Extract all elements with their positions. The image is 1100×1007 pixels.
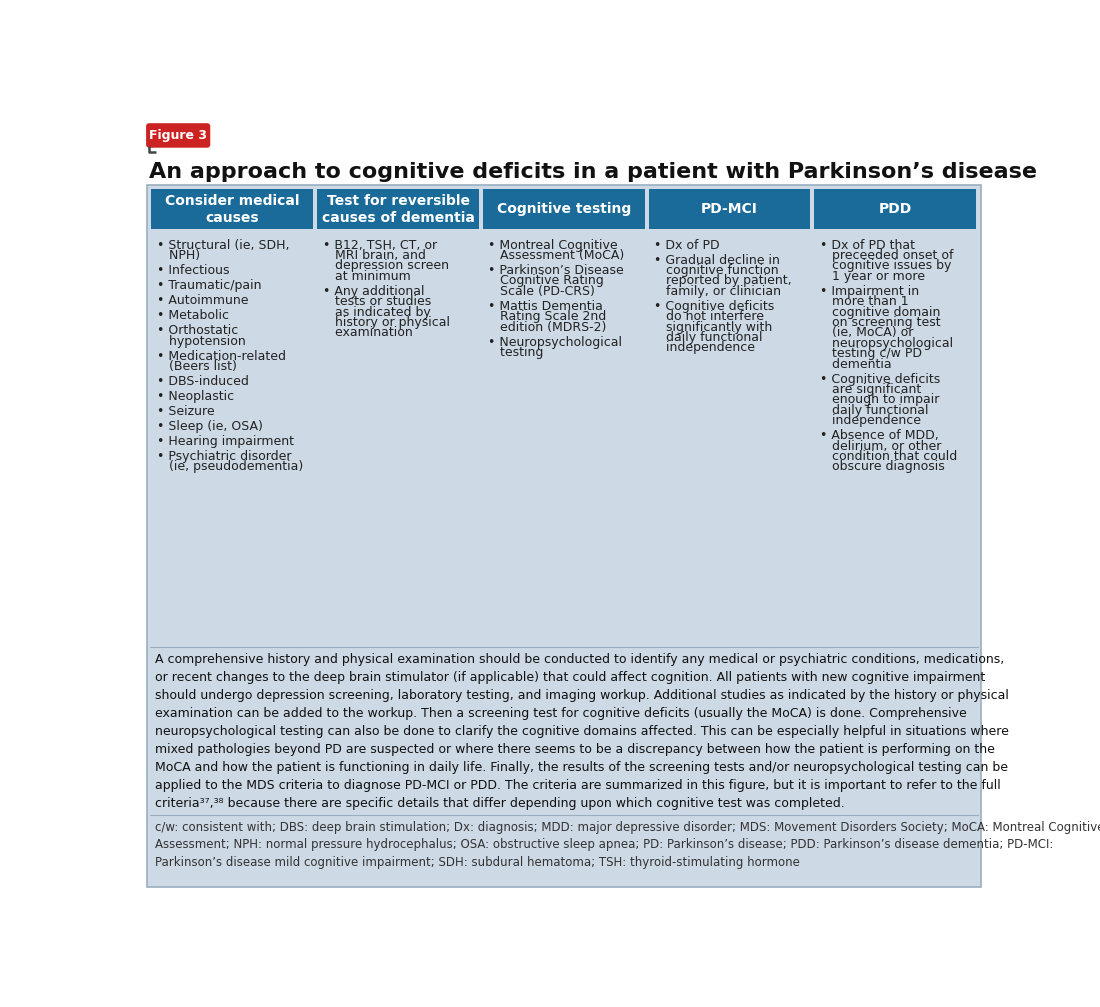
Text: cognitive domain: cognitive domain [820, 306, 940, 318]
Text: Rating Scale 2nd: Rating Scale 2nd [488, 310, 606, 323]
Text: Cognitive Rating: Cognitive Rating [488, 275, 604, 287]
Bar [483, 189, 645, 230]
Text: examination: examination [322, 326, 412, 339]
Text: cognitive function: cognitive function [654, 264, 779, 277]
Text: Assessment (MoCA): Assessment (MoCA) [488, 249, 625, 262]
Text: • Dx of PD that: • Dx of PD that [820, 239, 915, 252]
Bar [483, 232, 645, 643]
Text: depression screen: depression screen [322, 260, 449, 273]
Text: do not interfere: do not interfere [654, 310, 764, 323]
Text: • Impairment in: • Impairment in [820, 285, 918, 298]
Text: NPH): NPH) [157, 249, 200, 262]
Text: family, or clinician: family, or clinician [654, 285, 781, 298]
Text: (Beers list): (Beers list) [157, 359, 236, 373]
Text: • Absence of MDD,: • Absence of MDD, [820, 429, 938, 442]
Text: • Metabolic: • Metabolic [157, 309, 229, 322]
Text: (ie, MoCA) or: (ie, MoCA) or [820, 326, 913, 339]
Text: PD-MCI: PD-MCI [701, 202, 758, 217]
Text: • Structural (ie, SDH,: • Structural (ie, SDH, [157, 239, 289, 252]
Text: • Seizure: • Seizure [157, 405, 214, 418]
Bar [814, 232, 976, 643]
Text: • Sleep (ie, OSA): • Sleep (ie, OSA) [157, 420, 263, 433]
Text: • Cognitive deficits: • Cognitive deficits [820, 373, 939, 386]
Text: • Dx of PD: • Dx of PD [654, 239, 719, 252]
Text: • Infectious: • Infectious [157, 264, 230, 277]
Text: MRI brain, and: MRI brain, and [322, 249, 426, 262]
Text: Figure 3: Figure 3 [150, 129, 207, 142]
Text: hypotension: hypotension [157, 334, 245, 347]
Text: on screening test: on screening test [820, 316, 940, 329]
Text: testing c/w PD: testing c/w PD [820, 347, 922, 361]
Text: • Parkinson’s Disease: • Parkinson’s Disease [488, 264, 624, 277]
Text: • Medication-related: • Medication-related [157, 349, 286, 363]
Text: • Montreal Cognitive: • Montreal Cognitive [488, 239, 618, 252]
Text: as indicated by: as indicated by [322, 306, 430, 318]
Text: c/w: consistent with; DBS: deep brain stimulation; Dx: diagnosis; MDD: major dep: c/w: consistent with; DBS: deep brain st… [154, 821, 1100, 869]
Bar [317, 232, 478, 643]
Text: Cognitive testing: Cognitive testing [496, 202, 631, 217]
Text: are significant: are significant [820, 383, 921, 396]
Text: delirium, or other: delirium, or other [820, 440, 940, 452]
Text: • Gradual decline in: • Gradual decline in [654, 254, 780, 267]
Text: A comprehensive history and physical examination should be conducted to identify: A comprehensive history and physical exa… [154, 653, 1009, 810]
Bar [814, 189, 976, 230]
Bar [317, 189, 478, 230]
Text: (ie, pseudodementia): (ie, pseudodementia) [157, 460, 304, 473]
Text: dementia: dementia [820, 357, 891, 371]
Text: independence: independence [820, 414, 921, 427]
Text: • Hearing impairment: • Hearing impairment [157, 435, 294, 448]
Text: at minimum: at minimum [322, 270, 410, 283]
Bar [649, 232, 811, 643]
Text: tests or studies: tests or studies [322, 295, 431, 308]
Text: An approach to cognitive deficits in a patient with Parkinson’s disease: An approach to cognitive deficits in a p… [150, 162, 1037, 181]
Text: • Traumatic/pain: • Traumatic/pain [157, 279, 262, 292]
Text: • Any additional: • Any additional [322, 285, 425, 298]
FancyBboxPatch shape [146, 124, 210, 147]
Text: reported by patient,: reported by patient, [654, 275, 792, 287]
Text: condition that could: condition that could [820, 450, 957, 463]
Text: • Cognitive deficits: • Cognitive deficits [654, 300, 774, 313]
Text: neuropsychological: neuropsychological [820, 336, 953, 349]
Text: • DBS-induced: • DBS-induced [157, 375, 249, 388]
Bar [152, 189, 314, 230]
Text: testing: testing [488, 346, 543, 359]
Text: significantly with: significantly with [654, 320, 772, 333]
Text: Test for reversible
causes of dementia: Test for reversible causes of dementia [321, 194, 474, 225]
Text: PDD: PDD [879, 202, 912, 217]
Text: • Mattis Dementia: • Mattis Dementia [488, 300, 603, 313]
Text: • Orthostatic: • Orthostatic [157, 324, 238, 337]
Text: • B12, TSH, CT, or: • B12, TSH, CT, or [322, 239, 437, 252]
Text: • Autoimmune: • Autoimmune [157, 294, 249, 307]
Text: history or physical: history or physical [322, 316, 450, 329]
Text: Scale (PD-CRS): Scale (PD-CRS) [488, 285, 595, 298]
Text: enough to impair: enough to impair [820, 394, 939, 407]
Text: independence: independence [654, 341, 755, 354]
Text: edition (MDRS-2): edition (MDRS-2) [488, 320, 606, 333]
Text: 1 year or more: 1 year or more [820, 270, 925, 283]
Text: daily functional: daily functional [654, 331, 762, 344]
Text: Consider medical
causes: Consider medical causes [165, 194, 299, 225]
Text: • Neoplastic: • Neoplastic [157, 390, 234, 403]
Text: • Psychiatric disorder: • Psychiatric disorder [157, 450, 292, 463]
Text: obscure diagnosis: obscure diagnosis [820, 460, 945, 473]
Text: more than 1: more than 1 [820, 295, 909, 308]
Text: preceeded onset of: preceeded onset of [820, 249, 954, 262]
Bar [152, 232, 314, 643]
Text: • Neuropsychological: • Neuropsychological [488, 335, 623, 348]
Text: cognitive issues by: cognitive issues by [820, 260, 952, 273]
Text: daily functional: daily functional [820, 404, 928, 417]
Bar [649, 189, 811, 230]
